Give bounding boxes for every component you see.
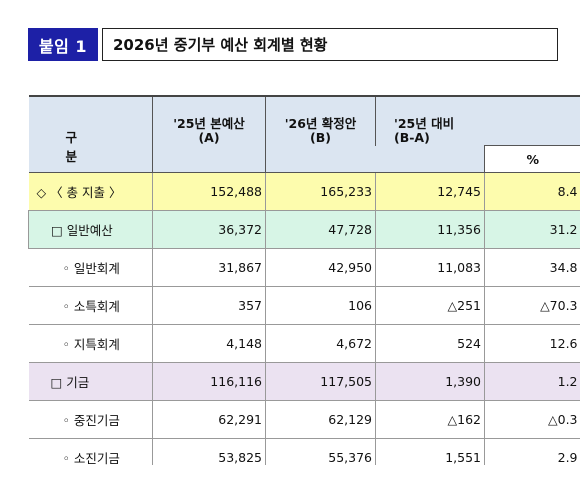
cell-percent: △70.3 xyxy=(483,286,580,325)
table-row-general-budget: □ 일반예산 36,372 47,728 11,356 31.2 xyxy=(28,210,580,249)
table-row: ◦ 지특회계 4,148 4,672 524 12.6 xyxy=(28,324,580,363)
cell-2026: 106 xyxy=(265,286,376,325)
row-label: □ 기금 xyxy=(28,362,153,401)
table-row-total: ◇ 〈 총 지출 〉 152,488 165,233 12,745 8.4 xyxy=(28,172,580,211)
header-category: 구 분 xyxy=(28,95,153,173)
cell-diff: △162 xyxy=(375,400,485,439)
table-row: ◦ 중진기금 62,291 62,129 △162 △0.3 xyxy=(28,400,580,439)
table-body: ◇ 〈 총 지출 〉 152,488 165,233 12,745 8.4 □ … xyxy=(28,172,580,465)
title-bar: 붙임 1 2026년 중기부 예산 회계별 현황 xyxy=(28,28,558,61)
table-row: ◦ 소진기금 53,825 55,376 1,551 2.9 xyxy=(28,438,580,465)
cell-2026: 4,672 xyxy=(265,324,376,363)
attachment-badge: 붙임 1 xyxy=(28,28,98,61)
cell-2026: 42,950 xyxy=(265,248,376,287)
cell-2025: 116,116 xyxy=(152,362,266,401)
cell-2026: 117,505 xyxy=(265,362,376,401)
cell-2026: 55,376 xyxy=(265,438,376,465)
cell-diff: 1,551 xyxy=(375,438,485,465)
cell-percent: △0.3 xyxy=(483,400,580,439)
cell-percent: 2.9 xyxy=(483,438,580,465)
cell-2025: 152,488 xyxy=(152,172,266,211)
header-vs-2025: '25년 대비 (B-A) xyxy=(374,95,580,146)
cell-2025: 62,291 xyxy=(152,400,266,439)
cell-diff: 524 xyxy=(375,324,485,363)
budget-table-container: 구 분 '25년 본예산 (A) '26년 확정안 (B) '25년 대비 (B… xyxy=(28,95,580,465)
cell-percent: 12.6 xyxy=(483,324,580,363)
cell-2025: 357 xyxy=(152,286,266,325)
cell-2025: 53,825 xyxy=(152,438,266,465)
row-label: □ 일반예산 xyxy=(28,210,153,249)
cell-2025: 31,867 xyxy=(152,248,266,287)
cell-percent: 8.4 xyxy=(483,172,580,211)
table-row: ◦ 일반회계 31,867 42,950 11,083 34.8 xyxy=(28,248,580,287)
row-label: ◦ 중진기금 xyxy=(28,400,153,439)
page-title: 2026년 중기부 예산 회계별 현황 xyxy=(102,28,558,61)
cell-percent: 1.2 xyxy=(483,362,580,401)
cell-diff: 1,390 xyxy=(375,362,485,401)
cell-2026: 47,728 xyxy=(265,210,376,249)
cell-diff: 12,745 xyxy=(375,172,485,211)
header-diff-blank xyxy=(375,145,485,173)
cell-percent: 34.8 xyxy=(483,248,580,287)
budget-table: 구 분 '25년 본예산 (A) '26년 확정안 (B) '25년 대비 (B… xyxy=(28,95,580,465)
row-label: ◦ 소진기금 xyxy=(28,438,153,465)
table-row: ◦ 소특회계 357 106 △251 △70.3 xyxy=(28,286,580,325)
cell-percent: 31.2 xyxy=(483,210,580,249)
row-label: ◦ 일반회계 xyxy=(28,248,153,287)
header-2025-budget: '25년 본예산 (A) xyxy=(152,95,266,173)
header-2026-confirmed: '26년 확정안 (B) xyxy=(265,95,376,173)
cell-2026: 62,129 xyxy=(265,400,376,439)
table-row-fund: □ 기금 116,116 117,505 1,390 1.2 xyxy=(28,362,580,401)
cell-2025: 4,148 xyxy=(152,324,266,363)
cell-diff: △251 xyxy=(375,286,485,325)
cell-diff: 11,356 xyxy=(375,210,485,249)
cell-2026: 165,233 xyxy=(265,172,376,211)
row-label: ◦ 지특회계 xyxy=(28,324,153,363)
cell-diff: 11,083 xyxy=(375,248,485,287)
header-percent: % xyxy=(483,145,580,173)
row-label: ◇ 〈 총 지출 〉 xyxy=(28,172,153,211)
cell-2025: 36,372 xyxy=(152,210,266,249)
row-label: ◦ 소특회계 xyxy=(28,286,153,325)
